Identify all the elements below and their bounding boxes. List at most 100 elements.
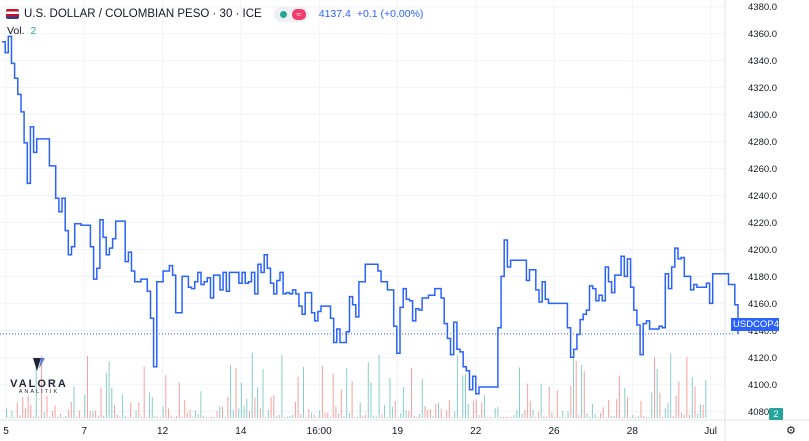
volume-bar [411,367,412,418]
volume-bar [681,412,682,418]
y-tick-label: 4100.0 [748,380,777,391]
volume-bar [211,416,213,418]
volume-bar [492,417,493,418]
volume-bar [240,382,242,418]
volume-bar [259,408,261,418]
volume-bar [616,399,618,418]
volume-bar [35,359,37,418]
volume-bar [294,401,296,418]
volume-bar [33,416,34,418]
volume-legend[interactable]: Vol. 2 [7,25,36,37]
volume-bar [583,371,585,418]
volume-bar [24,408,26,418]
y-tick-label: 4220.0 [748,218,777,229]
volume-bar [87,356,88,418]
volume-bar [573,353,574,418]
volume-value: 2 [30,25,37,37]
volume-bar [289,416,291,418]
volume-bar [600,413,601,418]
volume-bar [286,416,288,418]
volume-bar [281,355,283,418]
volume-bar [251,352,253,418]
volume-bar [203,415,205,418]
volume-bar [267,409,269,418]
volume-bar [151,396,153,418]
market-open-dot-icon [279,10,287,18]
volume-bar [367,362,369,418]
volume-bar [43,411,45,418]
pill-badge: ≈ [291,8,306,20]
volume-bar [662,416,664,418]
volume-bar [497,406,499,418]
volume-bar [659,392,661,418]
volume-bar [556,390,558,418]
volume-bar [41,355,43,418]
volume-bar [216,411,218,418]
symbol-title[interactable]: U.S. DOLLAR / COLOMBIAN PESO · 30 · ICE [24,8,262,20]
volume-bar [159,417,161,418]
volume-bar [16,402,18,418]
volume-bar [141,416,142,418]
logo-subtitle: ANALITIK [18,389,60,395]
price-tag-symbol: USDCOP [733,319,774,330]
volume-bar [235,368,237,418]
volume-bar [478,415,480,418]
volume-bar [564,417,566,418]
volume-bar [697,414,699,418]
volume-bar [330,416,331,418]
volume-bar [354,417,356,418]
volume-bar [195,410,196,418]
volume-bar [654,357,655,418]
volume-bar [243,405,245,418]
volume-bar [546,416,547,418]
logo-brand: VALORA [10,378,68,390]
volume-bar [446,410,448,418]
volume-bar [694,386,696,418]
volume-bar [540,383,542,418]
volume-bar [691,377,693,418]
y-tick-label: 4260.0 [748,164,777,175]
x-tick-label: 12 [157,426,169,437]
volume-bar [351,380,353,418]
y-tick-label: 4280.0 [748,137,777,148]
volume-bar [670,353,672,418]
volume-bar [384,404,385,418]
volume-bar [532,410,534,418]
volume-bar [257,387,259,418]
volume-bar [664,408,666,418]
volume-bar [602,407,604,418]
volume-bar [14,417,16,418]
volume-bar [637,416,639,418]
volume-bar [227,396,229,418]
volume-bar [608,400,610,418]
volume-bar [686,357,688,418]
volume-bar [435,404,437,418]
volume-bar [95,410,97,418]
volume-bar [8,416,10,418]
y-tick-label: 4240.0 [748,191,777,202]
volume-bar [386,416,388,418]
volume-bar [276,416,277,418]
status-pill[interactable]: ≈ [273,6,309,22]
volume-bar [459,416,461,418]
volume-bar [78,410,80,418]
y-tick-label: 4120.0 [748,353,777,364]
volume-bar [699,404,701,418]
y-tick-label: 4340.0 [748,56,777,67]
volume-bar [438,402,439,418]
volume-bar [672,416,674,418]
volume-bar [510,416,512,418]
volume-bar [30,404,32,418]
volume-bar [319,410,321,418]
volume-bar [246,399,248,418]
volume-bar [651,392,653,418]
volume-bar [456,354,458,418]
volume-bar [543,416,545,418]
volume-bar [667,403,669,418]
volume-bar [516,410,518,418]
y-tick-label: 4300.0 [748,110,777,121]
volume-bar [462,375,464,418]
settings-gear-icon[interactable]: ⚙ [786,425,796,437]
